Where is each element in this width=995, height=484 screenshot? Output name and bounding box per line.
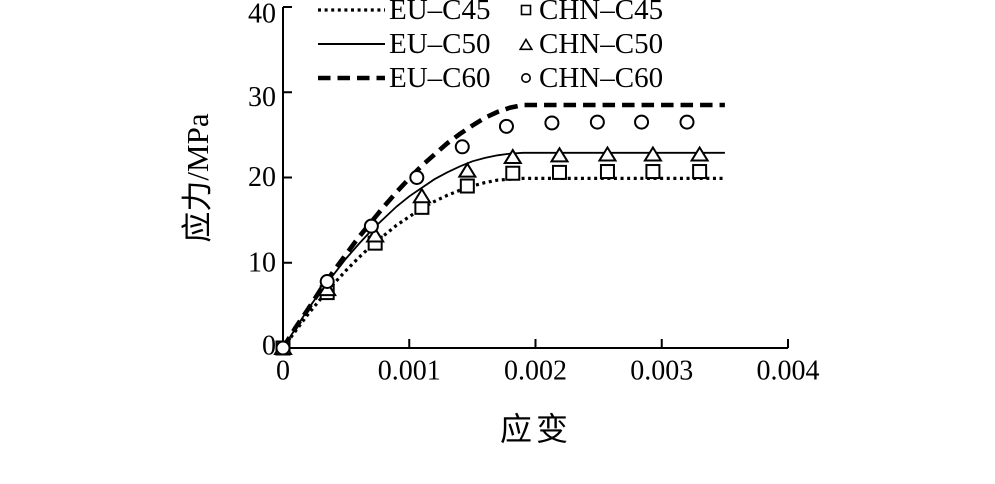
y-tick-label: 0 <box>262 331 276 362</box>
square-marker <box>505 165 521 181</box>
dotted-line-icon <box>318 6 385 14</box>
circle-marker <box>454 139 470 155</box>
y-tick-label: 30 <box>248 82 276 113</box>
circle-marker <box>498 118 514 134</box>
circle-marker <box>319 274 335 290</box>
y-tick-label: 20 <box>248 162 276 193</box>
x-tick-label: 0 <box>276 356 290 387</box>
legend-label-chn-c45: CHN–C45 <box>539 0 664 26</box>
legend-row: EU–C50 CHN–C50 <box>318 27 663 61</box>
x-tick-label: 0.003 <box>630 356 693 387</box>
square-marker <box>645 164 661 180</box>
circle-marker-icon <box>515 72 537 84</box>
triangle-marker <box>412 187 432 204</box>
legend-row: EU–C45 CHN–C45 <box>318 0 663 27</box>
legend: EU–C45 CHN–C45 EU–C50 CHN–C50 EU–C60 <box>318 0 663 95</box>
series-line-dotted <box>281 176 725 349</box>
square-marker <box>551 164 567 180</box>
square-marker <box>692 164 708 180</box>
circle-marker <box>363 218 379 234</box>
dashed-line-icon <box>318 73 385 83</box>
triangle-marker <box>597 145 618 162</box>
y-tick-label: 10 <box>248 247 276 278</box>
square-marker <box>459 178 475 194</box>
triangle-marker <box>689 145 710 162</box>
x-axis-title: 应变 <box>499 411 572 447</box>
solid-line-icon <box>318 40 385 48</box>
circle-marker <box>544 115 560 131</box>
series-line-dashed <box>281 102 725 350</box>
x-tick-label: 0.001 <box>378 356 441 387</box>
y-axis-title: 应力/MPa <box>180 113 215 243</box>
circle-marker <box>409 170 425 185</box>
triangle-marker-icon <box>515 37 537 51</box>
legend-label-chn-c60: CHN–C60 <box>539 62 664 94</box>
circle-marker <box>679 114 695 130</box>
legend-label-eu-c60: EU–C60 <box>389 62 491 94</box>
legend-row: EU–C60 CHN–C60 <box>318 61 663 95</box>
triangle-marker <box>457 161 478 178</box>
circle-marker <box>634 114 650 130</box>
triangle-marker <box>643 145 663 162</box>
x-tick-label: 0.004 <box>757 356 820 387</box>
triangle-marker <box>365 226 385 243</box>
y-tick-label: 40 <box>248 0 276 30</box>
square-marker <box>599 164 615 180</box>
circle-marker <box>589 114 605 130</box>
x-tick-label: 0.002 <box>504 356 567 387</box>
legend-label-eu-c45: EU–C45 <box>389 0 491 26</box>
triangle-marker <box>502 148 523 165</box>
legend-label-chn-c50: CHN–C50 <box>539 28 664 60</box>
circle-marker <box>275 340 291 356</box>
square-marker-icon <box>515 4 537 16</box>
triangle-marker <box>549 146 570 163</box>
legend-label-eu-c50: EU–C50 <box>389 28 491 60</box>
